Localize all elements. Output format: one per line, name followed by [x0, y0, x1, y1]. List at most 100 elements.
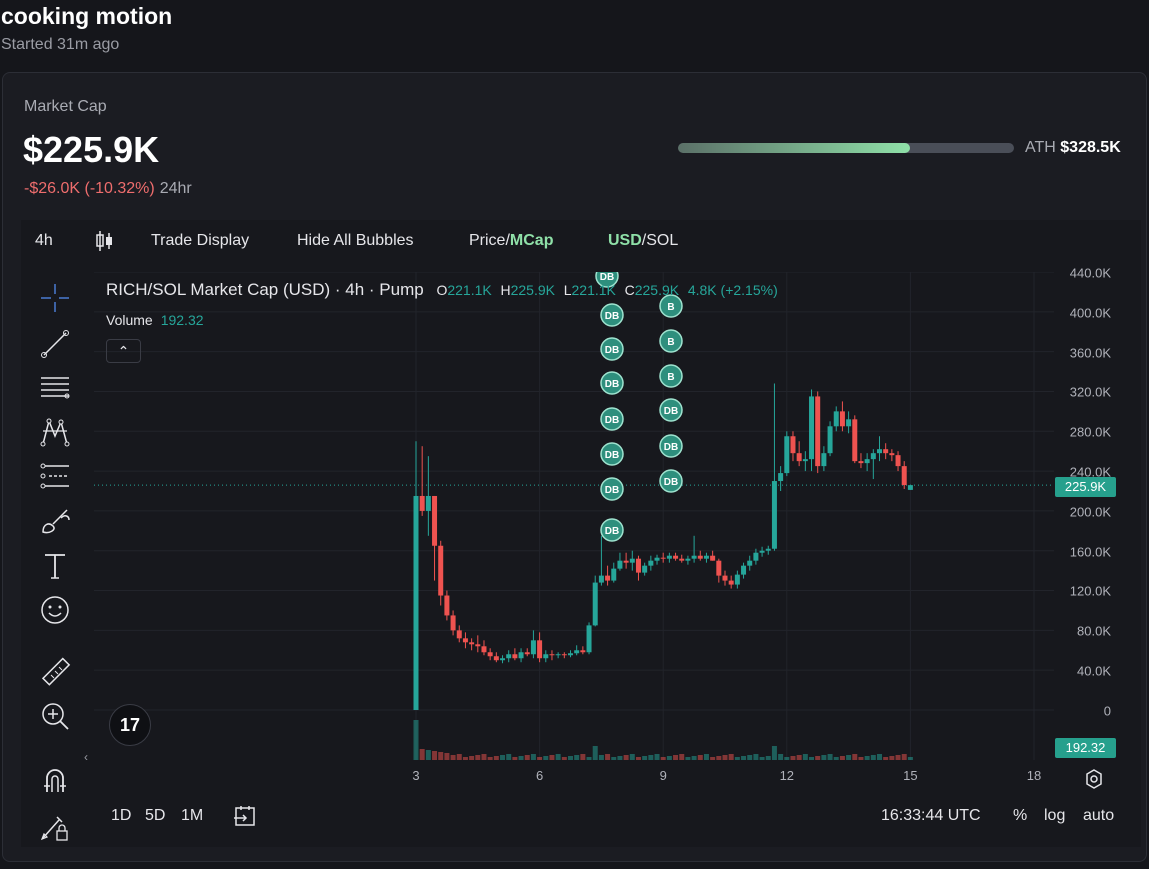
clock-time[interactable]: 16:33:44 UTC — [881, 807, 981, 824]
volume-bar — [864, 756, 870, 760]
candle-body — [623, 560, 629, 563]
candle-body — [722, 575, 728, 581]
lock-drawing-icon[interactable] — [39, 811, 71, 843]
trade-bubble — [600, 477, 624, 501]
candle-body — [895, 455, 901, 467]
legend-title: RICH/SOL Market Cap (USD) · 4h · Pump — [106, 280, 424, 299]
range-1m-button[interactable]: 1M — [181, 807, 204, 824]
change-amount: -$26.0K (-10.32%) — [24, 180, 155, 197]
candle-body — [771, 481, 777, 549]
trend-line-icon[interactable] — [39, 328, 71, 360]
candle-body — [555, 654, 561, 656]
log-toggle[interactable]: log — [1044, 807, 1066, 824]
volume-value: 192.32 — [160, 312, 204, 328]
projection-icon[interactable] — [39, 460, 71, 492]
volume-bar — [685, 757, 691, 760]
trade-display-button[interactable]: Trade Display — [151, 232, 250, 249]
volume-bar — [852, 754, 858, 760]
pattern-icon[interactable] — [39, 416, 71, 448]
x-tick-label: 18 — [1026, 768, 1042, 783]
candle-type-icon[interactable] — [95, 230, 115, 257]
brush-icon[interactable] — [39, 504, 71, 536]
emoji-icon[interactable] — [39, 594, 71, 626]
candle-body — [425, 495, 431, 511]
price-axis[interactable]: 440.0K 400.0K 360.0K 320.0K 280.0K 240.0K 200.… — [1054, 266, 1141, 792]
legend-h-value: 225.9K — [510, 282, 555, 298]
volume-bar — [833, 757, 839, 760]
volume-bar — [771, 746, 777, 760]
volume-bar — [858, 757, 864, 760]
magnet-icon[interactable] — [39, 764, 71, 796]
volume-bar — [469, 756, 475, 760]
trade-bubble-label: DB — [605, 345, 619, 356]
settings-gear-icon[interactable] — [1083, 768, 1105, 790]
ath-label: ATH — [1025, 139, 1056, 156]
collapse-legend-button[interactable]: ⌃ — [106, 339, 141, 363]
candle-body — [462, 638, 468, 643]
market-card: Market Cap $225.9K -$26.0K (-10.32%) 24hr… — [2, 72, 1147, 862]
candlestick-chart[interactable]: DB DB DB DB DB DB DB DB B B B DB DB DB — [94, 272, 1054, 760]
trade-bubble-label: DB — [664, 477, 678, 488]
volume-bar — [679, 754, 685, 760]
volume-bar — [728, 754, 734, 760]
range-1d-button[interactable]: 1D — [111, 807, 132, 824]
trade-bubble-label: DB — [605, 450, 619, 461]
hide-bubbles-button[interactable]: Hide All Bubbles — [297, 232, 414, 249]
candle-body — [815, 396, 821, 467]
candle-body — [753, 552, 759, 561]
current-price-tag: 225.9K — [1055, 477, 1116, 497]
price-mcap-toggle[interactable]: Price/MCap — [469, 232, 553, 250]
volume-bar — [537, 757, 543, 760]
crosshair-icon[interactable] — [39, 282, 71, 314]
current-volume-tag: 192.32 — [1055, 738, 1116, 758]
volume-bar — [500, 755, 506, 760]
candle-body — [500, 658, 506, 661]
volume-bar — [654, 754, 660, 760]
auto-toggle[interactable]: auto — [1083, 807, 1115, 824]
text-icon[interactable] — [39, 550, 71, 582]
trade-bubble — [600, 407, 624, 431]
trade-bubble-label: DB — [605, 415, 619, 426]
candle-body — [710, 555, 716, 561]
candle-body — [703, 555, 709, 559]
trade-bubble-label: DB — [605, 379, 619, 390]
volume-bar — [419, 749, 425, 760]
trade-bubble — [659, 329, 683, 353]
ruler-icon[interactable] — [39, 656, 71, 688]
ath-progress-bar — [678, 143, 1014, 153]
range-5d-button[interactable]: 5D — [145, 807, 166, 824]
volume-bar — [895, 755, 901, 760]
y-tick-label: 40.0K — [1077, 663, 1111, 679]
trade-bubble-label: B — [667, 302, 674, 313]
percent-toggle[interactable]: % — [1013, 807, 1028, 824]
candle-body — [642, 565, 648, 573]
trade-bubble — [659, 398, 683, 422]
volume-bar — [691, 756, 697, 760]
interval-button[interactable]: 4h — [35, 232, 53, 249]
tradingview-logo-icon[interactable]: 17 — [109, 704, 151, 746]
volume-bar — [555, 754, 561, 760]
volume-bar — [432, 751, 438, 760]
candle-body — [907, 485, 913, 490]
trade-bubble — [659, 294, 683, 318]
candle-body — [635, 558, 641, 573]
fib-lines-icon[interactable] — [39, 372, 71, 404]
candle-body — [697, 555, 703, 559]
candle-body — [827, 426, 833, 454]
goto-date-icon[interactable] — [233, 804, 257, 833]
candle-body — [506, 654, 512, 659]
usd-sol-toggle[interactable]: USD/SOL — [608, 232, 678, 250]
volume-bar — [747, 755, 753, 760]
zoom-in-icon[interactable] — [39, 700, 71, 732]
volume-bar — [673, 755, 679, 760]
y-tick-label: 240.0K — [1069, 464, 1111, 480]
volume-bar — [568, 756, 573, 760]
candle-body — [611, 568, 617, 581]
volume-bar — [660, 757, 666, 760]
volume-bar — [413, 720, 419, 760]
candle-body — [475, 644, 481, 647]
trade-bubble-label: DB — [664, 406, 678, 417]
candle-body — [469, 642, 475, 645]
candle-body — [456, 630, 462, 639]
collapse-toolbar-icon[interactable]: ‹ — [84, 750, 88, 764]
